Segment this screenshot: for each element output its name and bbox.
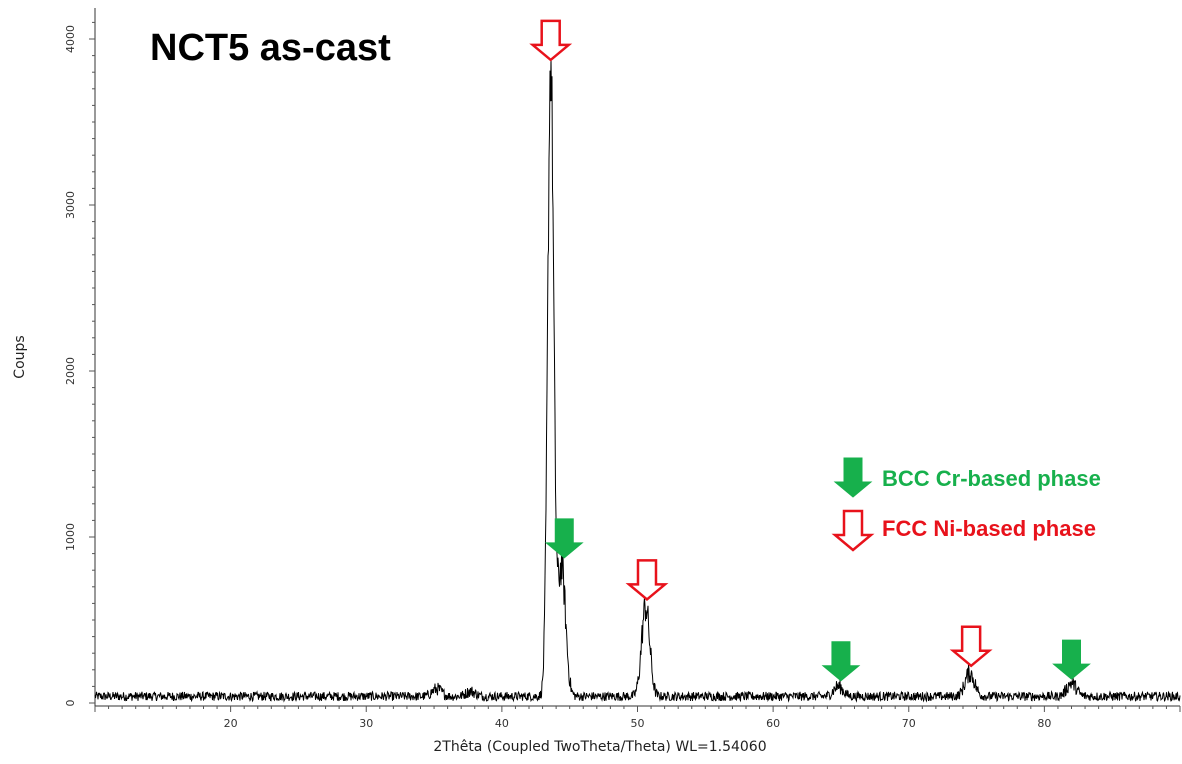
x-tick-label: 30 — [359, 717, 373, 730]
legend: BCC Cr-based phase FCC Ni-based phase — [831, 457, 1101, 552]
peak-arrows — [529, 19, 1091, 682]
bcc-peak-arrow — [821, 641, 861, 682]
x-axis-label: 2Thêta (Coupled TwoTheta/Theta) WL=1.540… — [433, 739, 766, 755]
legend-label-bcc: BCC Cr-based phase — [882, 466, 1101, 491]
x-tick-label: 70 — [902, 717, 916, 730]
x-tick-label: 60 — [766, 717, 780, 730]
y-tick-label: 0 — [64, 700, 77, 707]
bcc-peak-arrow — [1052, 639, 1091, 680]
legend-marker-bcc-arrow — [833, 457, 873, 498]
fcc-peak-arrow — [625, 559, 669, 602]
y-tick-label: 4000 — [64, 25, 77, 53]
legend-fcc-arrow — [831, 509, 875, 552]
chart-title: NCT5 as-cast — [150, 27, 391, 69]
legend-bcc-arrow — [833, 457, 873, 498]
y-axis-label: Coups — [12, 335, 28, 378]
axes — [94, 8, 1180, 707]
diffraction-pattern-line — [94, 57, 1181, 703]
y-tick-label: 2000 — [64, 357, 77, 385]
y-tick-label: 3000 — [64, 191, 77, 219]
x-tick-label: 50 — [631, 717, 645, 730]
fcc-peak-arrow — [949, 625, 993, 668]
x-tick-label: 40 — [495, 717, 509, 730]
x-tick-label: 20 — [224, 717, 238, 730]
legend-label-fcc: FCC Ni-based phase — [882, 516, 1096, 541]
bcc-peak-arrow — [544, 518, 584, 559]
fcc-peak-arrow — [529, 19, 573, 62]
x-tick-label: 80 — [1037, 717, 1051, 730]
y-tick-label: 1000 — [64, 523, 77, 551]
legend-marker-fcc-arrow — [831, 509, 875, 552]
ticks: 20 30 40 50 60 70 80 0 1000 2000 3000 4000 — [64, 21, 1181, 730]
